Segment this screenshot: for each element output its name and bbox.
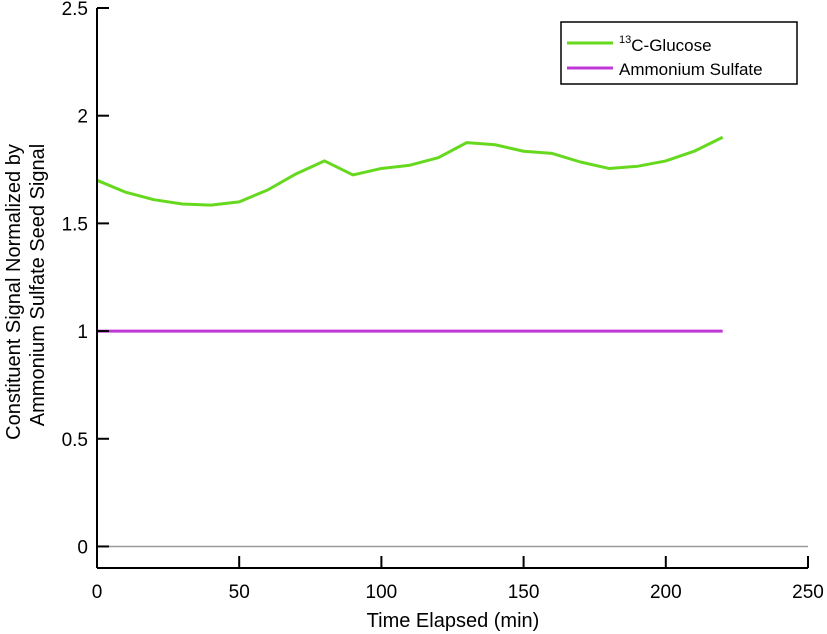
x-tick-label: 50 [229,582,250,603]
legend-label-glucose-text: C-Glucose [631,36,711,55]
series-line-0 [96,135,724,207]
y-tick-label: 1.5 [62,214,88,235]
legend-label-glucose: 13C-Glucose [619,34,712,55]
y-tick-label: 1 [77,322,88,343]
y-axis-label-line-2: Ammonium Sulfate Seed Signal [27,144,49,426]
x-tick-label: 100 [366,582,398,603]
legend-label-glucose-superscript: 13 [619,34,631,46]
y-axis-label-line-1: Constituent Signal Normalized by [3,144,25,440]
x-tick-label: 150 [508,582,540,603]
y-tick-label: 2.5 [62,0,88,20]
legend-box [560,21,798,85]
legend-label-ammonium-sulfate: Ammonium Sulfate [619,60,763,79]
x-axis-label: Time Elapsed (min) [367,610,540,632]
y-tick-label: 0.5 [62,430,88,451]
x-tick-label: 0 [92,582,103,603]
legend: 13C-Glucose Ammonium Sulfate [560,21,798,85]
x-tick-label: 200 [650,582,682,603]
y-tick-label: 0 [77,537,88,558]
x-tick-label: 250 [792,582,824,603]
y-tick-label: 2 [77,107,88,128]
